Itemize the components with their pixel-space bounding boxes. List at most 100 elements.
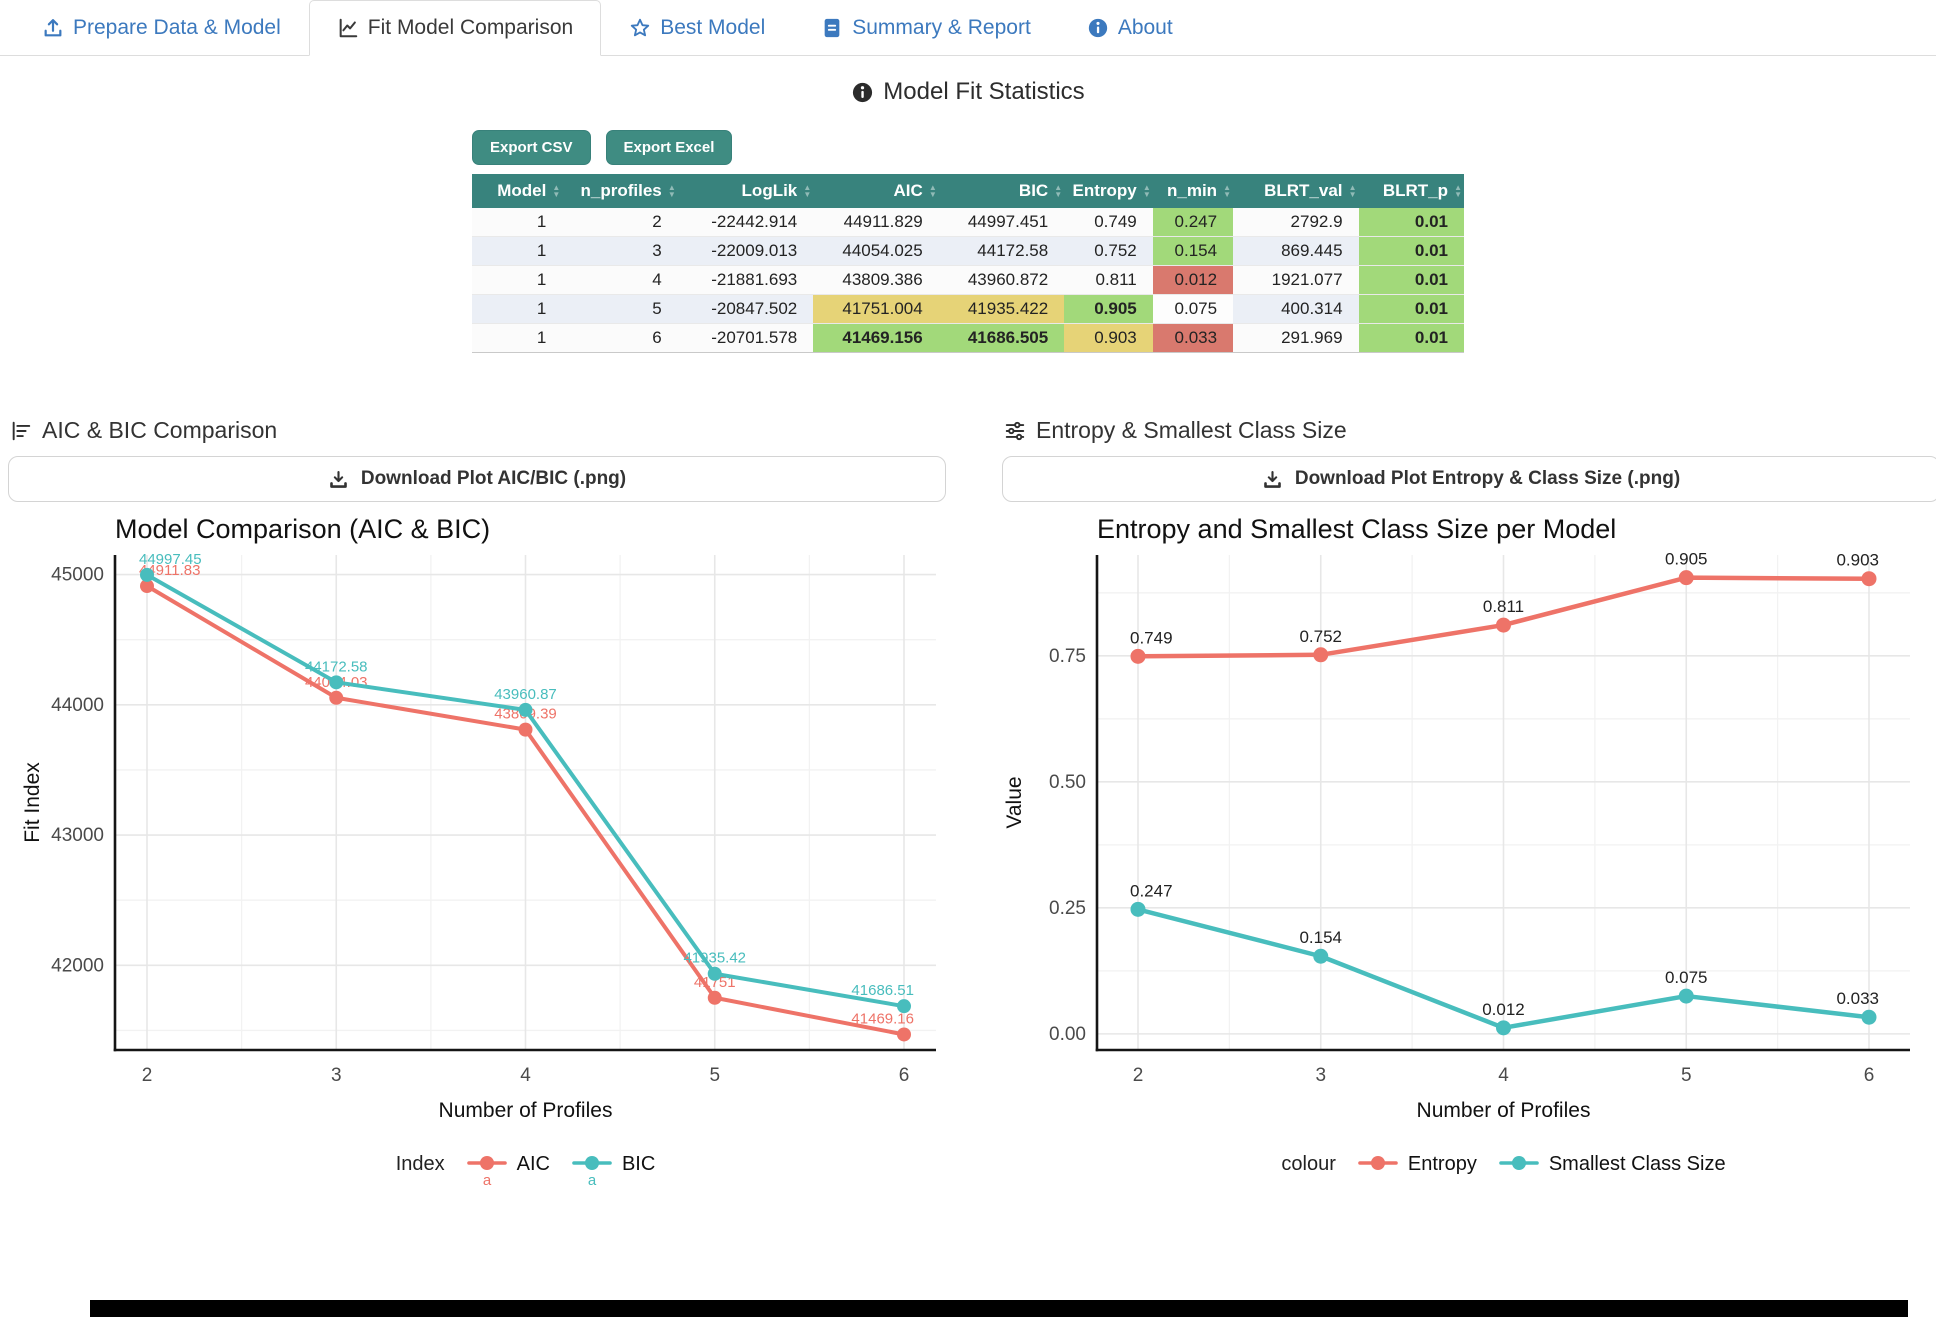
- svg-text:0.25: 0.25: [1049, 898, 1086, 919]
- svg-text:5: 5: [1681, 1065, 1692, 1086]
- svg-text:0.012: 0.012: [1482, 1000, 1525, 1019]
- svg-text:0.50: 0.50: [1049, 772, 1086, 793]
- bottom-bar: [90, 1300, 1908, 1317]
- svg-text:0.247: 0.247: [1130, 881, 1173, 900]
- stats-heading: Model Fit Statistics: [0, 78, 1936, 106]
- cell-bic: 41686.505: [938, 323, 1065, 353]
- cell-bic: 43960.872: [938, 265, 1065, 295]
- svg-text:5: 5: [709, 1065, 720, 1086]
- legend-entry-aic: a AIC: [466, 1152, 550, 1188]
- cell-entropy: 0.811: [1064, 265, 1153, 295]
- svg-text:0.749: 0.749: [1130, 628, 1173, 647]
- tab-fit-model-comparison[interactable]: Fit Model Comparison: [308, 0, 602, 56]
- export-excel-button[interactable]: Export Excel: [605, 130, 733, 165]
- plots-row: AIC & BIC Comparison Download Plot AIC/B…: [0, 417, 1936, 1188]
- cell-aic: 44054.025: [813, 236, 939, 266]
- sort-arrows-icon: ▲ ▼: [552, 183, 561, 199]
- column-header-n-min[interactable]: n_min ▲ ▼: [1152, 174, 1234, 208]
- tab-best-model[interactable]: Best Model: [601, 0, 793, 56]
- star-icon: [629, 17, 651, 39]
- legend-title: colour: [1281, 1153, 1336, 1175]
- cell-bic: 44997.451: [938, 208, 1065, 237]
- cell-n-min: 0.247: [1152, 208, 1234, 237]
- tab-label: Best Model: [660, 16, 766, 39]
- cell-model: 1: [472, 323, 563, 353]
- cell-model: 1: [472, 294, 563, 324]
- upload-icon: [42, 17, 64, 39]
- tab-prepare-data-model[interactable]: Prepare Data & Model: [14, 0, 309, 56]
- svg-text:4: 4: [520, 1065, 531, 1086]
- cell-blrt-val: 291.969: [1233, 323, 1359, 353]
- legend-key-icon: a: [572, 1156, 612, 1188]
- legend-label: AIC: [516, 1153, 550, 1175]
- sort-arrows-icon: ▲ ▼: [1223, 183, 1232, 199]
- svg-text:0.075: 0.075: [1665, 968, 1708, 987]
- svg-text:0.811: 0.811: [1483, 597, 1524, 616]
- cell-n-min: 0.075: [1152, 294, 1234, 324]
- column-header-n-profiles[interactable]: n_profiles ▲ ▼: [562, 174, 678, 208]
- cell-bic: 44172.58: [938, 236, 1065, 266]
- table-row[interactable]: 1 6 -20701.578 41469.156 41686.505 0.903 0.033…: [472, 323, 1464, 353]
- bars-icon: [10, 420, 32, 442]
- stats-title: Model Fit Statistics: [883, 78, 1085, 105]
- legend-key-icon: [1358, 1156, 1398, 1170]
- column-header-blrt-val[interactable]: BLRT_val ▲ ▼: [1233, 174, 1359, 208]
- svg-text:0.033: 0.033: [1836, 989, 1879, 1008]
- chart-title: Model Comparison (AIC & BIC): [115, 514, 491, 544]
- table-row[interactable]: 1 2 -22442.914 44911.829 44997.451 0.749 0.247…: [472, 208, 1464, 237]
- entropy-panel: Entropy & Smallest Class Size Download P…: [1002, 417, 1936, 1188]
- column-header-aic[interactable]: AIC ▲ ▼: [813, 174, 939, 208]
- tab-about[interactable]: About: [1059, 0, 1201, 56]
- sliders-icon: [1004, 420, 1026, 442]
- tab-label: Prepare Data & Model: [73, 16, 281, 39]
- svg-text:44000: 44000: [51, 695, 104, 716]
- cell-aic: 41751.004: [813, 294, 939, 324]
- aicbic-plot-svg: 42000 43000 44000 45000 2 3 4 5 6 Number of Profi…: [21, 551, 936, 1122]
- tab-bar: Prepare Data & Model Fit Model Comparison…: [0, 0, 1936, 56]
- info-icon: [851, 81, 874, 104]
- svg-text:44997.45: 44997.45: [139, 551, 202, 568]
- cell-blrt-val: 2792.9: [1233, 208, 1359, 237]
- legend-entry-smallest-class-size: Smallest Class Size: [1499, 1152, 1726, 1176]
- column-header-loglik[interactable]: LogLik ▲ ▼: [677, 174, 814, 208]
- stats-table-section: Export CSV Export Excel Model ▲ ▼ n_profile…: [472, 130, 1464, 353]
- tab-label: Summary & Report: [852, 16, 1031, 39]
- table-row[interactable]: 1 4 -21881.693 43809.386 43960.872 0.811 0.012…: [472, 265, 1464, 295]
- svg-text:45000: 45000: [51, 565, 104, 586]
- svg-text:Number of Profiles: Number of Profiles: [1417, 1099, 1591, 1122]
- download-icon: [1262, 469, 1283, 490]
- info-icon: [1087, 17, 1109, 39]
- legend-key-icon: a: [466, 1156, 507, 1188]
- legend-title: Index: [395, 1153, 445, 1175]
- legend-key-icon: [1499, 1156, 1539, 1170]
- download-entropy-button[interactable]: Download Plot Entropy & Class Size (.png…: [1002, 456, 1936, 502]
- cell-blrt-p: 0.01: [1358, 323, 1464, 353]
- aicbic-section-heading: AIC & BIC Comparison: [10, 417, 946, 444]
- cell-n-min: 0.012: [1152, 265, 1234, 295]
- svg-text:44172.58: 44172.58: [305, 658, 368, 675]
- download-aicbic-button[interactable]: Download Plot AIC/BIC (.png): [8, 456, 946, 502]
- legend-label: Smallest Class Size: [1548, 1153, 1726, 1175]
- cell-blrt-p: 0.01: [1358, 236, 1464, 266]
- svg-text:42000: 42000: [51, 955, 104, 976]
- column-header-model[interactable]: Model ▲ ▼: [472, 174, 563, 208]
- column-header-bic[interactable]: BIC ▲ ▼: [938, 174, 1065, 208]
- column-header-entropy[interactable]: Entropy ▲ ▼: [1064, 174, 1153, 208]
- column-header-blrt-p[interactable]: BLRT_p ▲ ▼: [1358, 174, 1464, 208]
- svg-text:6: 6: [1864, 1065, 1875, 1086]
- legend-label: BIC: [621, 1153, 656, 1175]
- sort-arrows-icon: ▲ ▼: [803, 183, 812, 199]
- svg-text:0.75: 0.75: [1049, 646, 1086, 667]
- table-row[interactable]: 1 5 -20847.502 41751.004 41935.422 0.905 0.075…: [472, 294, 1464, 324]
- table-row[interactable]: 1 3 -22009.013 44054.025 44172.58 0.752 0.154 8…: [472, 236, 1464, 266]
- tab-summary-report[interactable]: Summary & Report: [793, 0, 1059, 56]
- chart-legend: Index a AIC a BIC: [115, 1152, 936, 1188]
- svg-text:a: a: [588, 1172, 597, 1188]
- cell-n-profiles: 4: [562, 265, 678, 295]
- file-text-icon: [821, 17, 843, 39]
- sort-arrows-icon: ▲ ▼: [928, 183, 937, 199]
- legend-entry-bic: a BIC: [572, 1152, 655, 1188]
- cell-n-profiles: 5: [562, 294, 678, 324]
- svg-text:41751: 41751: [694, 974, 736, 991]
- export-csv-button[interactable]: Export CSV: [472, 130, 591, 165]
